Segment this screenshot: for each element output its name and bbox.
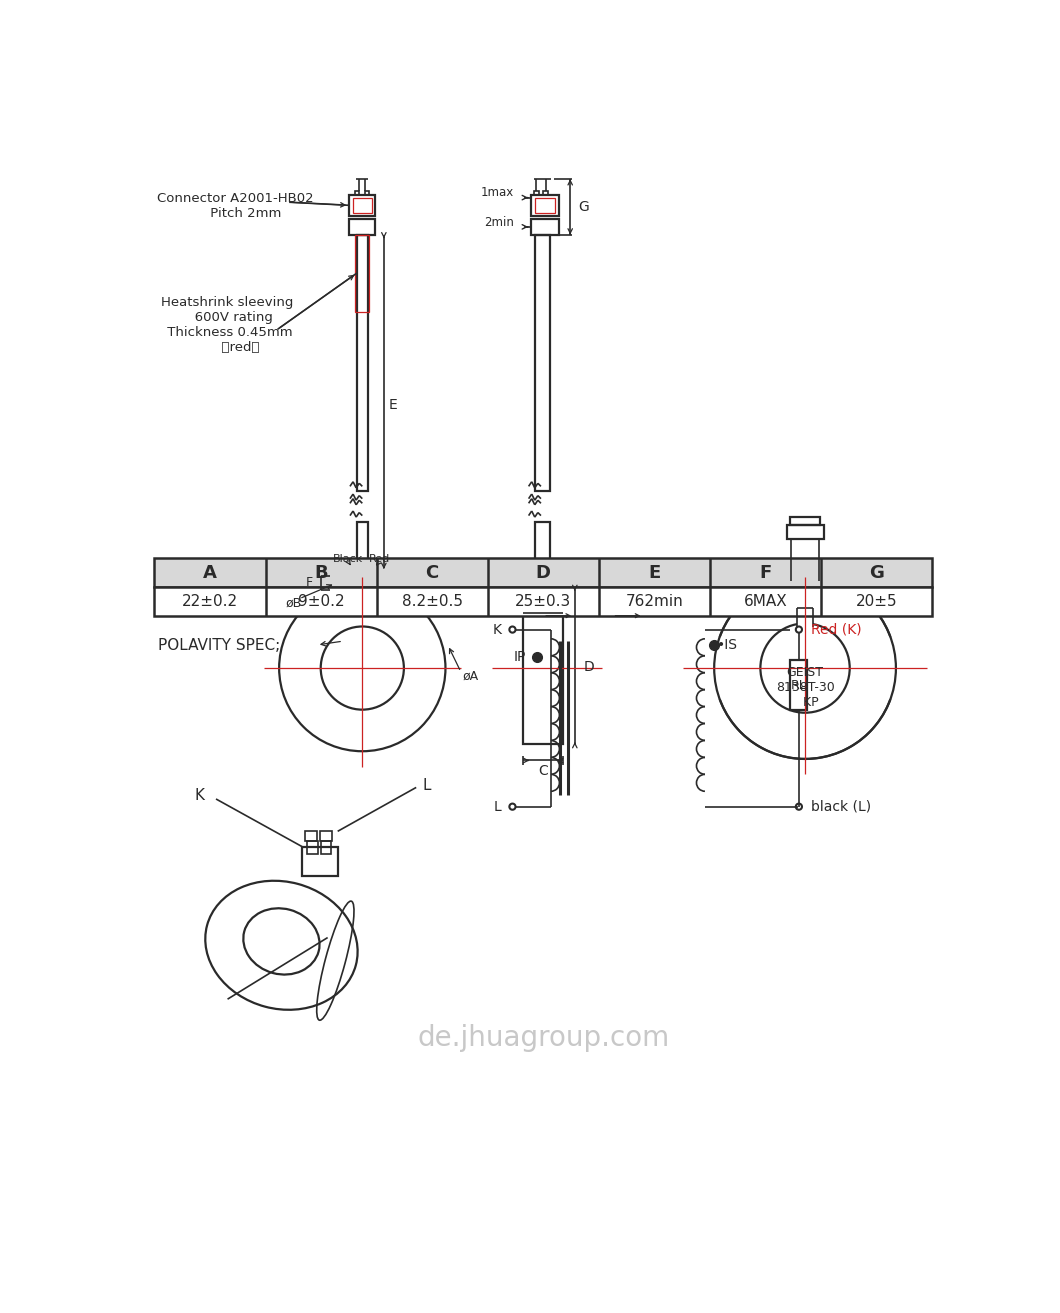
Bar	[535, 197, 554, 213]
Bar	[370, 566, 377, 575]
Circle shape	[510, 804, 515, 810]
Text: K: K	[194, 788, 205, 802]
Text: 1max: 1max	[481, 186, 514, 200]
Text: B: B	[314, 563, 328, 582]
Text: F: F	[759, 563, 772, 582]
Bar	[791, 660, 808, 710]
Text: 9±0.2: 9±0.2	[298, 595, 344, 609]
Text: D: D	[535, 563, 551, 582]
Bar	[355, 235, 369, 311]
Circle shape	[321, 626, 404, 709]
Text: 20±5: 20±5	[855, 595, 898, 609]
Text: C: C	[538, 764, 548, 779]
Bar	[349, 219, 375, 235]
Bar	[787, 525, 824, 538]
Bar	[357, 235, 368, 491]
Circle shape	[510, 626, 515, 633]
Text: de.jhuagroup.com: de.jhuagroup.com	[418, 1024, 669, 1052]
Bar	[155, 558, 932, 587]
Bar	[797, 604, 813, 628]
Circle shape	[796, 804, 802, 810]
Text: F: F	[306, 576, 313, 590]
Bar	[305, 831, 317, 840]
Text: Connector A2001-HB02
     Pitch 2mm: Connector A2001-HB02 Pitch 2mm	[157, 192, 314, 221]
Bar	[790, 517, 820, 525]
Text: Red: Red	[369, 554, 390, 563]
Text: 762min: 762min	[625, 595, 684, 609]
Text: 2min: 2min	[484, 215, 514, 228]
Text: øB: øB	[285, 596, 301, 609]
Text: Heatshrink sleeving
   600V rating
 Thickness 0.45mm
      （red）: Heatshrink sleeving 600V rating Thicknes…	[161, 297, 294, 355]
Bar	[543, 192, 548, 194]
Text: øA: øA	[462, 670, 478, 683]
Bar	[349, 194, 375, 217]
Bar	[531, 194, 559, 217]
Bar	[531, 219, 559, 235]
Bar	[534, 192, 538, 194]
Circle shape	[714, 578, 896, 759]
Bar	[155, 587, 932, 617]
Text: black (L): black (L)	[811, 800, 871, 814]
Bar	[357, 521, 368, 575]
Text: 25±0.3: 25±0.3	[515, 595, 571, 609]
Text: E: E	[649, 563, 660, 582]
Circle shape	[279, 584, 445, 751]
Text: Red (K): Red (K)	[811, 622, 862, 637]
Bar	[355, 192, 359, 194]
Text: •IS: •IS	[718, 638, 738, 653]
Text: K: K	[493, 622, 501, 637]
Text: 22±0.2: 22±0.2	[182, 595, 238, 609]
Text: L: L	[422, 777, 430, 793]
Text: 8.2±0.5: 8.2±0.5	[402, 595, 462, 609]
Text: A: A	[204, 563, 217, 582]
Text: G: G	[869, 563, 884, 582]
Bar	[366, 192, 369, 194]
Text: 6MAX: 6MAX	[743, 595, 788, 609]
Bar	[302, 847, 338, 876]
Bar	[320, 831, 332, 840]
Bar	[791, 524, 819, 582]
Text: E: E	[389, 399, 398, 412]
Bar	[524, 590, 563, 743]
Text: L: L	[494, 800, 501, 814]
Text: D: D	[584, 659, 595, 674]
Circle shape	[796, 626, 802, 633]
Bar	[321, 840, 332, 855]
Circle shape	[760, 624, 850, 713]
Bar	[353, 197, 372, 213]
Ellipse shape	[244, 909, 320, 974]
Text: RL: RL	[791, 679, 807, 692]
Text: Black: Black	[333, 554, 364, 563]
Bar	[344, 566, 352, 575]
Bar	[335, 575, 390, 590]
Text: POLAVITY SPEC;: POLAVITY SPEC;	[158, 638, 281, 653]
Bar	[306, 840, 318, 855]
Bar	[535, 521, 550, 575]
Text: G: G	[578, 200, 588, 214]
Ellipse shape	[206, 881, 357, 1010]
Bar	[535, 235, 550, 491]
Text: IP: IP	[514, 650, 527, 663]
Text: GEIST
8138T-30
   KP: GEIST 8138T-30 KP	[776, 666, 834, 709]
Text: C: C	[425, 563, 439, 582]
